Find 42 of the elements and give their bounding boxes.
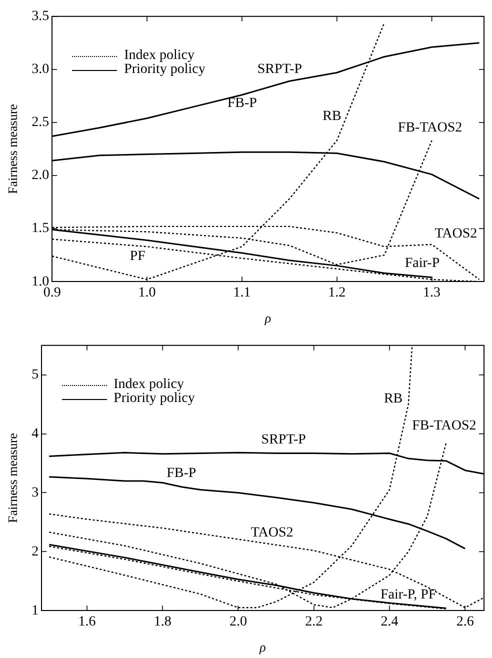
annotation: FB-TAOS2 (398, 120, 462, 136)
x-tick-label: 1.2 (328, 286, 346, 301)
x-tick-label: 2.4 (380, 614, 398, 630)
x-tick-label: 1.8 (154, 614, 172, 630)
annotation: RB (322, 108, 342, 124)
x-axis-title: ρ (258, 640, 266, 655)
y-tick-label: 1.5 (32, 221, 50, 236)
y-tick-label: 1 (32, 603, 39, 618)
annotation: FB-P (227, 96, 258, 112)
y-tick-label: 4 (32, 426, 39, 442)
x-tick-label: 2.0 (229, 614, 247, 630)
x-tick-label: 1.6 (78, 614, 96, 630)
annotation: TAOS2 (250, 526, 294, 541)
y-tick-label: 5 (32, 368, 39, 383)
x-tick-label: 1.1 (233, 286, 251, 301)
annotation: TAOS2 (434, 226, 478, 242)
x-tick-label: 2.2 (305, 614, 323, 630)
annotation: PF (130, 248, 146, 264)
x-tick-label: 0.9 (43, 286, 61, 301)
annotation: SRPT-P (261, 432, 306, 448)
annotation: SRPT-P (257, 62, 302, 78)
annotation: RB (384, 392, 403, 407)
x-tick-label: 2.6 (456, 614, 474, 630)
legend-label: Index policy (114, 377, 184, 392)
x-tick-label: 1.3 (423, 286, 441, 301)
annotation: FB-TAOS2 (412, 418, 476, 434)
y-tick-label: 2.5 (32, 115, 50, 130)
y-axis-title: Fairness measure (5, 104, 20, 194)
annotation: FB-P (166, 466, 196, 481)
y-tick-label: 3 (32, 485, 39, 500)
y-tick-label: 2 (32, 544, 39, 560)
x-tick-label: 1.0 (138, 286, 156, 301)
legend-label: Index policy (124, 48, 194, 64)
y-axis-title: Fairness measure (5, 432, 20, 523)
annotation: Fair-P, PF (380, 587, 436, 602)
y-tick-label: 3.5 (32, 9, 50, 24)
legend-label: Priority policy (114, 391, 195, 406)
y-tick-label: 3.0 (32, 62, 50, 78)
y-tick-label: 2.0 (32, 168, 50, 184)
legend-label: Priority policy (124, 62, 206, 78)
annotation: Fair-P (404, 256, 440, 272)
x-axis-title: ρ (264, 310, 272, 326)
